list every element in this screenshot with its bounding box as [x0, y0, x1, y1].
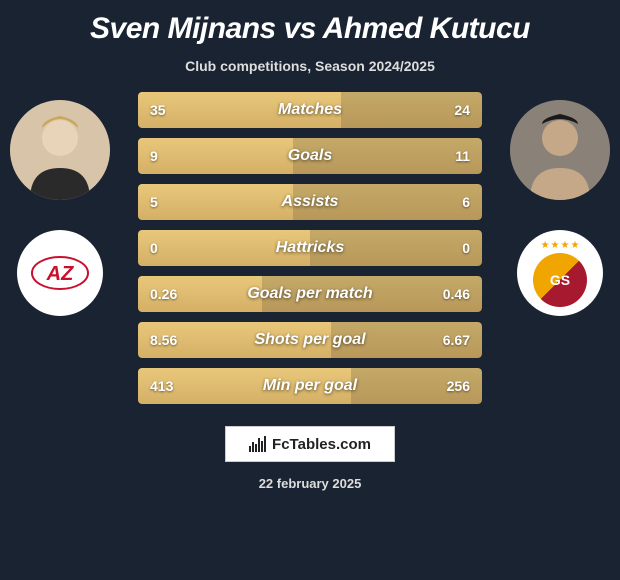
bar-chart-icon	[249, 436, 266, 452]
brand-text: FcTables.com	[272, 436, 371, 453]
club2-badge: ★ ★ ★ ★ GS	[517, 230, 603, 316]
stat-label: Shots per goal	[202, 331, 418, 349]
svg-text:AZ: AZ	[46, 263, 74, 285]
player1-photo	[10, 100, 110, 200]
player2-photo	[510, 100, 610, 200]
stat-value-left: 0	[138, 240, 202, 256]
stat-bars-container: 35Matches249Goals115Assists60Hattricks00…	[138, 92, 482, 404]
stat-label: Goals	[202, 147, 418, 165]
fctables-badge: FcTables.com	[225, 426, 395, 462]
club1-badge: AZ	[17, 230, 103, 316]
vs-word: vs	[284, 12, 316, 45]
stat-value-right: 24	[418, 102, 482, 118]
stat-value-right: 6.67	[418, 332, 482, 348]
az-logo-icon: AZ	[30, 253, 90, 293]
player2-name: Ahmed Kutucu	[323, 12, 530, 45]
gs-roundel-icon: GS	[533, 253, 587, 307]
stat-value-left: 413	[138, 378, 202, 394]
stat-row-min-per-goal: 413Min per goal256	[138, 368, 482, 404]
star-icon: ★	[570, 240, 579, 251]
stat-row-shots-per-goal: 8.56Shots per goal6.67	[138, 322, 482, 358]
stat-label: Hattricks	[202, 239, 418, 257]
stat-value-right: 6	[418, 194, 482, 210]
star-icon: ★	[561, 240, 570, 251]
footer-date: 22 february 2025	[0, 476, 620, 491]
avatar-placeholder-icon	[10, 100, 110, 200]
stat-label: Goals per match	[202, 285, 418, 303]
comparison-body: AZ ★ ★ ★ ★ GS 35Matches24 9Goals11 5Assist…	[0, 92, 620, 404]
stat-value-right: 11	[418, 148, 482, 164]
comparison-title: Sven Mijnans vs Ahmed Kutucu	[0, 0, 620, 52]
stat-value-right: 256	[418, 378, 482, 394]
stat-value-left: 8.56	[138, 332, 202, 348]
stat-label: Matches	[202, 101, 418, 119]
stat-value-left: 5	[138, 194, 202, 210]
avatar-placeholder-icon	[510, 100, 610, 200]
stat-row-assists: 5Assists6	[138, 184, 482, 220]
stat-label: Assists	[202, 193, 418, 211]
stat-value-right: 0	[418, 240, 482, 256]
stat-label: Min per goal	[202, 377, 418, 395]
stat-row-goals-per-match: 0.26Goals per match0.46	[138, 276, 482, 312]
stat-value-left: 9	[138, 148, 202, 164]
stat-row-goals: 9Goals11	[138, 138, 482, 174]
stat-row-matches: 35Matches24	[138, 92, 482, 128]
title-heading: Sven Mijnans vs Ahmed Kutucu	[0, 12, 620, 46]
stat-row-hattricks: 0Hattricks0	[138, 230, 482, 266]
stat-value-left: 35	[138, 102, 202, 118]
stat-value-left: 0.26	[138, 286, 202, 302]
star-icon: ★	[541, 240, 550, 251]
brand-prefix: Fc	[272, 436, 290, 453]
brand-suffix: Tables.com	[290, 436, 371, 453]
player1-name: Sven Mijnans	[90, 12, 276, 45]
star-icon: ★	[551, 240, 560, 251]
season-subtitle: Club competitions, Season 2024/2025	[0, 58, 620, 74]
stat-value-right: 0.46	[418, 286, 482, 302]
club2-stars: ★ ★ ★ ★	[541, 240, 580, 251]
